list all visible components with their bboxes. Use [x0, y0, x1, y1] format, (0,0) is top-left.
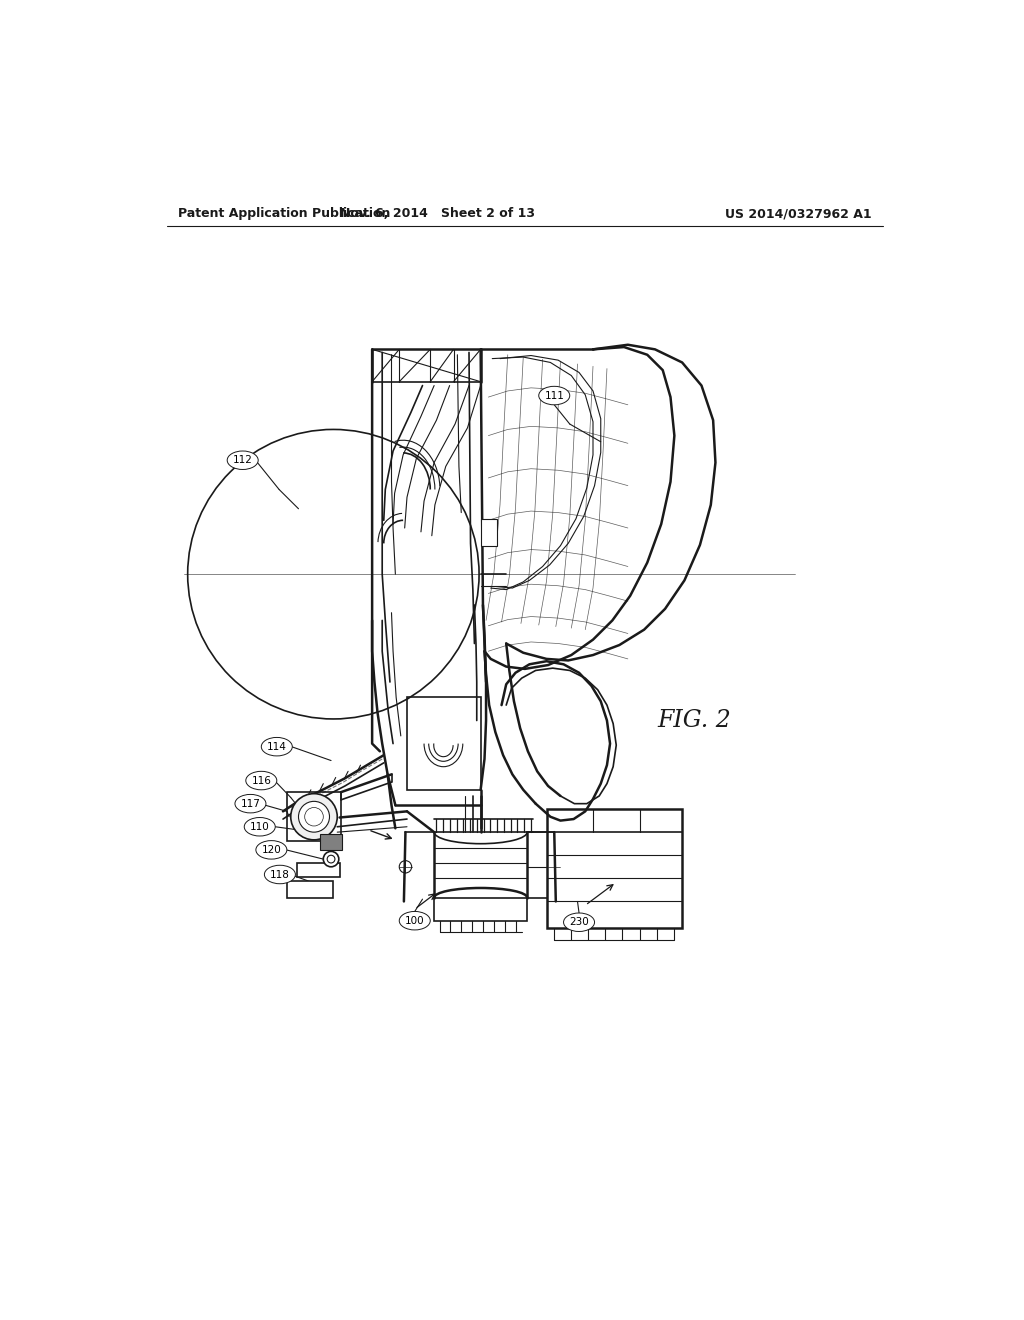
Ellipse shape — [399, 911, 430, 929]
Ellipse shape — [256, 841, 287, 859]
Bar — [407, 697, 480, 789]
Text: 230: 230 — [569, 917, 589, 927]
Text: Nov. 6, 2014   Sheet 2 of 13: Nov. 6, 2014 Sheet 2 of 13 — [341, 207, 536, 220]
Text: 111: 111 — [545, 391, 564, 400]
Bar — [287, 880, 334, 898]
Text: US 2014/0327962 A1: US 2014/0327962 A1 — [725, 207, 872, 220]
Ellipse shape — [539, 387, 569, 405]
Ellipse shape — [264, 866, 295, 884]
Text: 116: 116 — [251, 776, 271, 785]
Circle shape — [324, 851, 339, 867]
Text: 118: 118 — [270, 870, 290, 879]
Bar — [481, 519, 497, 545]
Ellipse shape — [261, 738, 292, 756]
Bar — [321, 834, 342, 850]
Circle shape — [291, 793, 337, 840]
Text: 117: 117 — [241, 799, 260, 809]
Text: FIG. 2: FIG. 2 — [656, 709, 731, 733]
Bar — [287, 792, 341, 841]
Text: 114: 114 — [267, 742, 287, 751]
Ellipse shape — [245, 817, 275, 836]
Ellipse shape — [234, 795, 266, 813]
Ellipse shape — [246, 771, 276, 789]
Bar — [547, 809, 682, 928]
Text: 100: 100 — [404, 916, 425, 925]
Text: 120: 120 — [261, 845, 282, 855]
Text: 112: 112 — [232, 455, 253, 465]
Bar — [297, 863, 340, 876]
Text: 110: 110 — [250, 822, 269, 832]
Ellipse shape — [227, 451, 258, 470]
Bar — [434, 898, 527, 921]
Ellipse shape — [563, 913, 595, 932]
Text: Patent Application Publication: Patent Application Publication — [178, 207, 391, 220]
Circle shape — [299, 801, 330, 832]
